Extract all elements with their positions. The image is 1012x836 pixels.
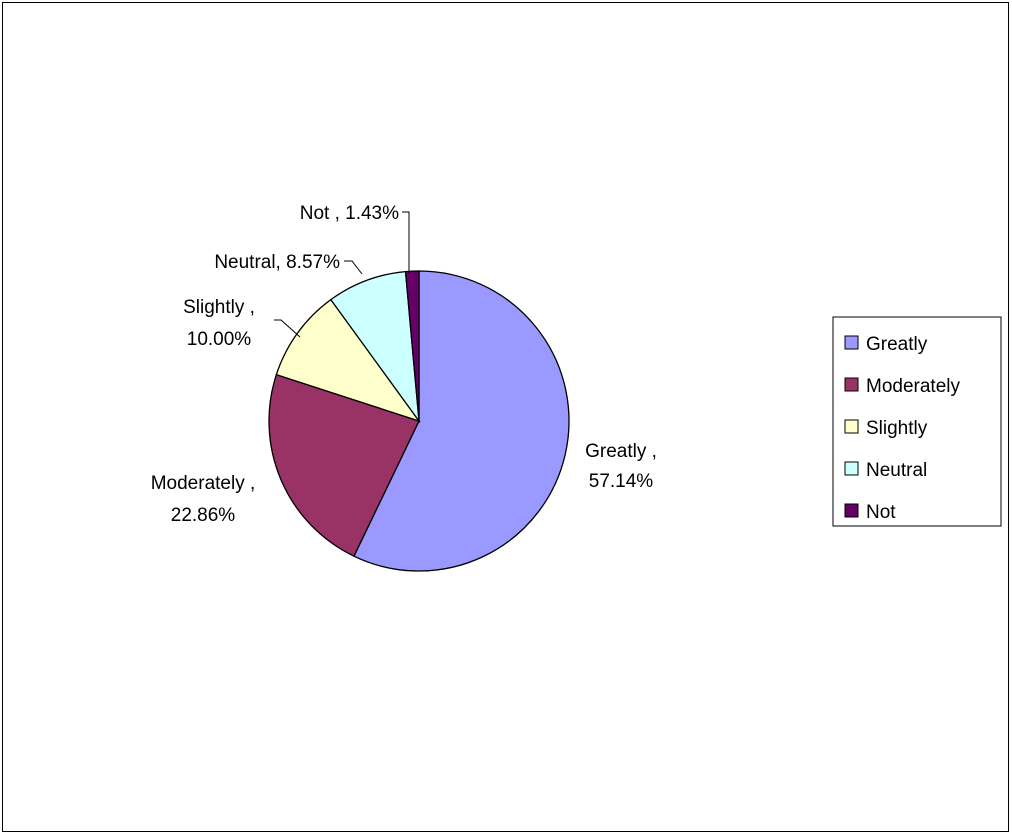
- legend-swatch-neutral: [844, 461, 859, 476]
- data-label-greatly: Greatly ,: [585, 441, 657, 462]
- pie-chart: Greatly , 57.14% Moderately , 22.86% Slightl…: [151, 203, 1002, 572]
- legend-swatch-greatly: [844, 335, 859, 350]
- legend-swatch-moderately: [844, 377, 859, 392]
- pie-slice-greatly: [353, 270, 570, 572]
- legend-box: [832, 316, 1002, 527]
- legend-swatch-slightly: [844, 419, 859, 434]
- legend: Greatly Moderately Slightly Neutral Not: [832, 316, 1002, 527]
- leader-line-slightly: [274, 319, 301, 338]
- pie-slice-not: [404, 270, 420, 422]
- pie-slice-slightly: [275, 298, 421, 423]
- legend-label-not: Not: [866, 502, 896, 523]
- leader-line-neutral: [344, 260, 363, 275]
- leader-lines: [274, 211, 410, 338]
- data-label-moderately: Moderately ,: [151, 473, 256, 494]
- data-label-greatly-value: 57.14%: [589, 471, 654, 492]
- data-label-slightly-value: 10.00%: [187, 329, 252, 350]
- legend-swatch-not: [844, 503, 859, 518]
- legend-label-neutral: Neutral: [866, 460, 927, 481]
- data-label-moderately-value: 22.86%: [171, 505, 236, 526]
- pie-slice-moderately: [268, 373, 420, 558]
- data-label-not: Not , 1.43%: [300, 203, 399, 224]
- legend-label-moderately: Moderately: [866, 376, 960, 397]
- legend-label-greatly: Greatly: [866, 334, 928, 355]
- leader-line-not: [402, 211, 410, 273]
- data-label-neutral: Neutral, 8.57%: [214, 252, 340, 273]
- data-label-slightly: Slightly ,: [183, 297, 255, 318]
- legend-label-slightly: Slightly: [866, 418, 928, 439]
- data-labels: Greatly , 57.14% Moderately , 22.86% Slightl…: [151, 203, 657, 526]
- pie-slices: [268, 270, 570, 572]
